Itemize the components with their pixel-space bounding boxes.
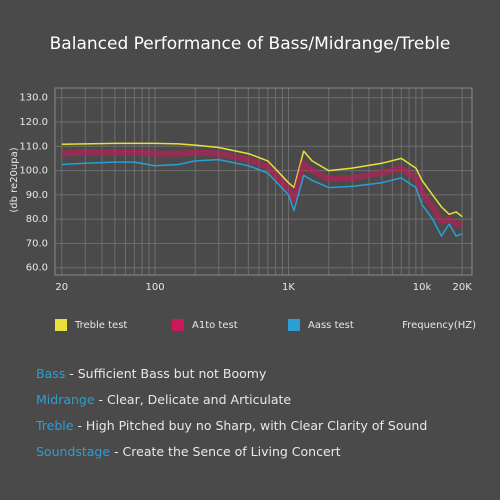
series-line	[61, 158, 463, 237]
legend-label: Aass test	[308, 320, 354, 331]
x-tick-label: 10k	[413, 282, 432, 293]
legend-swatch	[55, 319, 67, 331]
y-tick-label: 90.0	[26, 190, 48, 201]
note-name: Bass	[36, 366, 65, 381]
y-axis-label: (db re20upa)	[9, 147, 20, 212]
note-name: Treble	[35, 418, 74, 433]
y-tick-label: 100.0	[19, 166, 48, 177]
x-tick-label: 20	[55, 282, 68, 293]
y-tick-label: 130.0	[19, 93, 48, 104]
note: Midrange - Clear, Delicate and Articulate	[36, 392, 291, 407]
x-tick-label: 1K	[282, 282, 295, 293]
x-tick-label: 100	[145, 282, 164, 293]
y-tick-label: 80.0	[26, 214, 48, 225]
y-tick-label: 70.0	[26, 238, 48, 249]
note-text: - High Pitched buy no Sharp, with Clear …	[77, 418, 427, 433]
y-tick-label: 60.0	[26, 263, 48, 274]
note-name: Soundstage	[36, 444, 110, 459]
note-text: - Sufficient Bass but not Boomy	[69, 366, 267, 381]
y-tick-label: 110.0	[19, 141, 48, 152]
legend-swatch	[288, 319, 300, 331]
note-name: Midrange	[36, 392, 95, 407]
legend-swatch	[172, 319, 184, 331]
note-text: - Create the Sence of Living Concert	[114, 444, 341, 459]
note: Soundstage - Create the Sence of Living C…	[36, 444, 341, 459]
legend-label: Treble test	[74, 320, 127, 331]
series-line	[61, 149, 463, 229]
x-tick-label: 20K	[453, 282, 473, 293]
y-tick-label: 120.0	[19, 117, 48, 128]
x-axis-label: Frequency(HZ)	[402, 320, 476, 331]
note-text: - Clear, Delicate and Articulate	[99, 392, 292, 407]
plot-frame	[54, 87, 473, 276]
note: Treble - High Pitched buy no Sharp, with …	[35, 418, 427, 433]
chart-title: Balanced Performance of Bass/Midrange/Tr…	[50, 34, 451, 54]
note: Bass - Sufficient Bass but not Boomy	[36, 366, 267, 381]
series-line	[61, 142, 463, 218]
legend-label: A1to test	[192, 320, 238, 331]
